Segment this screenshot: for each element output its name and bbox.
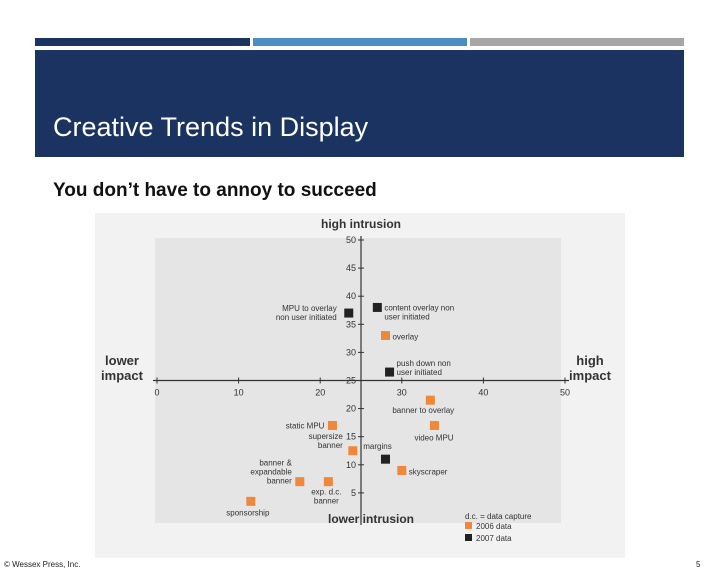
header-accent-bar-blue — [253, 38, 467, 46]
x-tick-label: 10 — [234, 388, 244, 398]
point-label: exp. d.c. — [311, 488, 341, 497]
legend-entry: 2006 data — [476, 522, 512, 531]
y-tick-label: 15 — [346, 432, 356, 442]
axis-label-left: impact — [101, 368, 144, 383]
scatter-point — [372, 302, 382, 312]
y-tick-label: 25 — [346, 376, 356, 386]
y-tick-label: 10 — [346, 460, 356, 470]
point-label: supersize — [309, 432, 344, 441]
point-label: static MPU — [286, 421, 325, 430]
axis-label-right: impact — [569, 368, 612, 383]
scatter-point — [385, 367, 395, 377]
legend-swatch — [465, 534, 472, 541]
chart-container: 0 10 20 30 40 50 5 10 15 20 25 30 35 40 45 50 high intru… — [95, 213, 625, 558]
scatter-point — [380, 454, 390, 464]
point-label: content overlay non — [384, 303, 454, 312]
point-label: video MPU — [414, 433, 453, 442]
point-label: banner — [318, 441, 343, 450]
slide-title: Creative Trends in Display — [53, 112, 369, 142]
scatter-point — [397, 465, 407, 475]
y-tick-label: 50 — [346, 235, 356, 245]
point-label: non user initiated — [276, 313, 337, 322]
x-tick-label: 50 — [560, 388, 570, 398]
axis-label-left: lower — [105, 353, 139, 368]
scatter-point — [425, 395, 435, 405]
footer-copyright: © Wessex Press, Inc. — [4, 560, 81, 569]
title-band: Creative Trends in Display — [35, 50, 684, 157]
point-label: banner — [267, 477, 292, 486]
y-tick-label: 30 — [346, 347, 356, 357]
scatter-point — [295, 477, 305, 487]
legend-note: d.c. = data capture — [465, 512, 532, 521]
y-tick-label: 20 — [346, 404, 356, 414]
y-tick-label: 35 — [346, 319, 356, 329]
scatter-point — [380, 331, 390, 341]
point-label: banner & — [259, 459, 292, 468]
axis-label-top: high intrusion — [321, 217, 401, 231]
point-label: margins — [363, 442, 391, 451]
scatter-point — [429, 420, 439, 430]
x-tick-label: 0 — [154, 388, 159, 398]
header-accent-bar-gray — [470, 38, 684, 46]
x-tick-label: 40 — [478, 388, 488, 398]
header-accent-bar-navy — [35, 38, 250, 46]
point-label: user initiated — [397, 368, 442, 377]
slide-subtitle: You don’t have to annoy to succeed — [53, 180, 377, 201]
legend-entry: 2007 data — [476, 534, 512, 543]
scatter-chart: 0 10 20 30 40 50 5 10 15 20 25 30 35 40 45 50 high intru… — [95, 213, 625, 558]
point-label: overlay — [392, 333, 418, 342]
scatter-point — [344, 308, 354, 318]
point-label: skyscraper — [409, 467, 448, 476]
page-number: 5 — [696, 560, 701, 569]
point-label: user initiated — [384, 312, 429, 321]
scatter-point — [323, 477, 333, 487]
x-tick-label: 20 — [315, 388, 325, 398]
point-label: push down non — [397, 359, 451, 368]
point-label: banner — [314, 497, 339, 506]
x-tick-label: 30 — [397, 388, 407, 398]
scatter-point — [348, 446, 358, 456]
point-label: sponsorship — [226, 508, 270, 517]
axis-label-right: high — [576, 353, 603, 368]
y-tick-label: 40 — [346, 291, 356, 301]
point-label: MPU to overlay — [282, 304, 337, 313]
point-label: banner to overlay — [392, 406, 454, 415]
y-tick-label: 45 — [346, 263, 356, 273]
legend-swatch — [465, 522, 472, 529]
axis-label-bottom: lower intrusion — [328, 512, 414, 526]
point-label: expandable — [250, 468, 292, 477]
scatter-point — [327, 420, 337, 430]
scatter-point — [246, 496, 256, 506]
y-tick-label: 5 — [351, 488, 356, 498]
